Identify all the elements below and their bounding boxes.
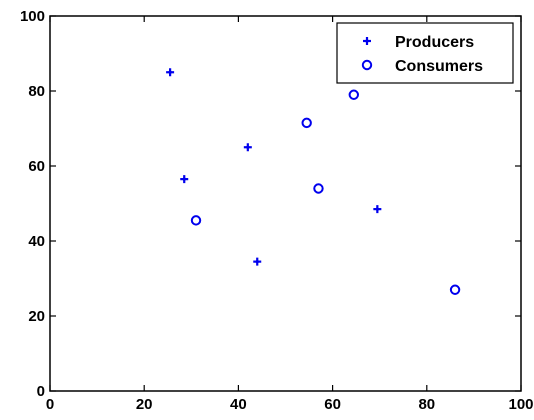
consumers-legend-label: Consumers: [395, 58, 483, 75]
consumers-point: [190, 215, 202, 226]
y-tick-label: 20: [28, 308, 45, 325]
x-tick-label: 0: [46, 396, 54, 413]
plot-area-frame: [49, 15, 522, 392]
consumers-point: [449, 284, 461, 295]
producers-point: [373, 205, 382, 214]
producers-point: [243, 143, 252, 152]
x-tick-label: 100: [508, 396, 533, 413]
legend: Producers Consumers: [336, 22, 514, 84]
y-tick-label: 40: [28, 233, 45, 250]
x-tick-label: 40: [230, 396, 247, 413]
producers-point: [166, 68, 175, 77]
y-axis: 0 20 40 60 80 100: [20, 8, 521, 400]
data-points: [166, 68, 461, 295]
x-tick-label: 20: [136, 396, 153, 413]
x-axis: 0 20 40 60 80 100: [46, 16, 534, 413]
consumers-point: [348, 89, 359, 100]
producers-point: [253, 257, 262, 266]
y-tick-label: 0: [37, 383, 45, 400]
y-tick-label: 60: [28, 158, 45, 175]
y-tick-label: 80: [28, 83, 45, 100]
x-tick-label: 60: [324, 396, 341, 413]
consumers-point: [313, 183, 324, 194]
legend-box: [336, 22, 514, 84]
producers-legend-marker: [363, 37, 371, 45]
producers-point: [180, 175, 189, 184]
y-tick-label: 100: [20, 8, 45, 25]
producers-legend-label: Producers: [395, 34, 474, 51]
consumers-point: [301, 117, 312, 129]
x-tick-label: 80: [418, 396, 435, 413]
consumers-legend-marker: [361, 59, 373, 71]
